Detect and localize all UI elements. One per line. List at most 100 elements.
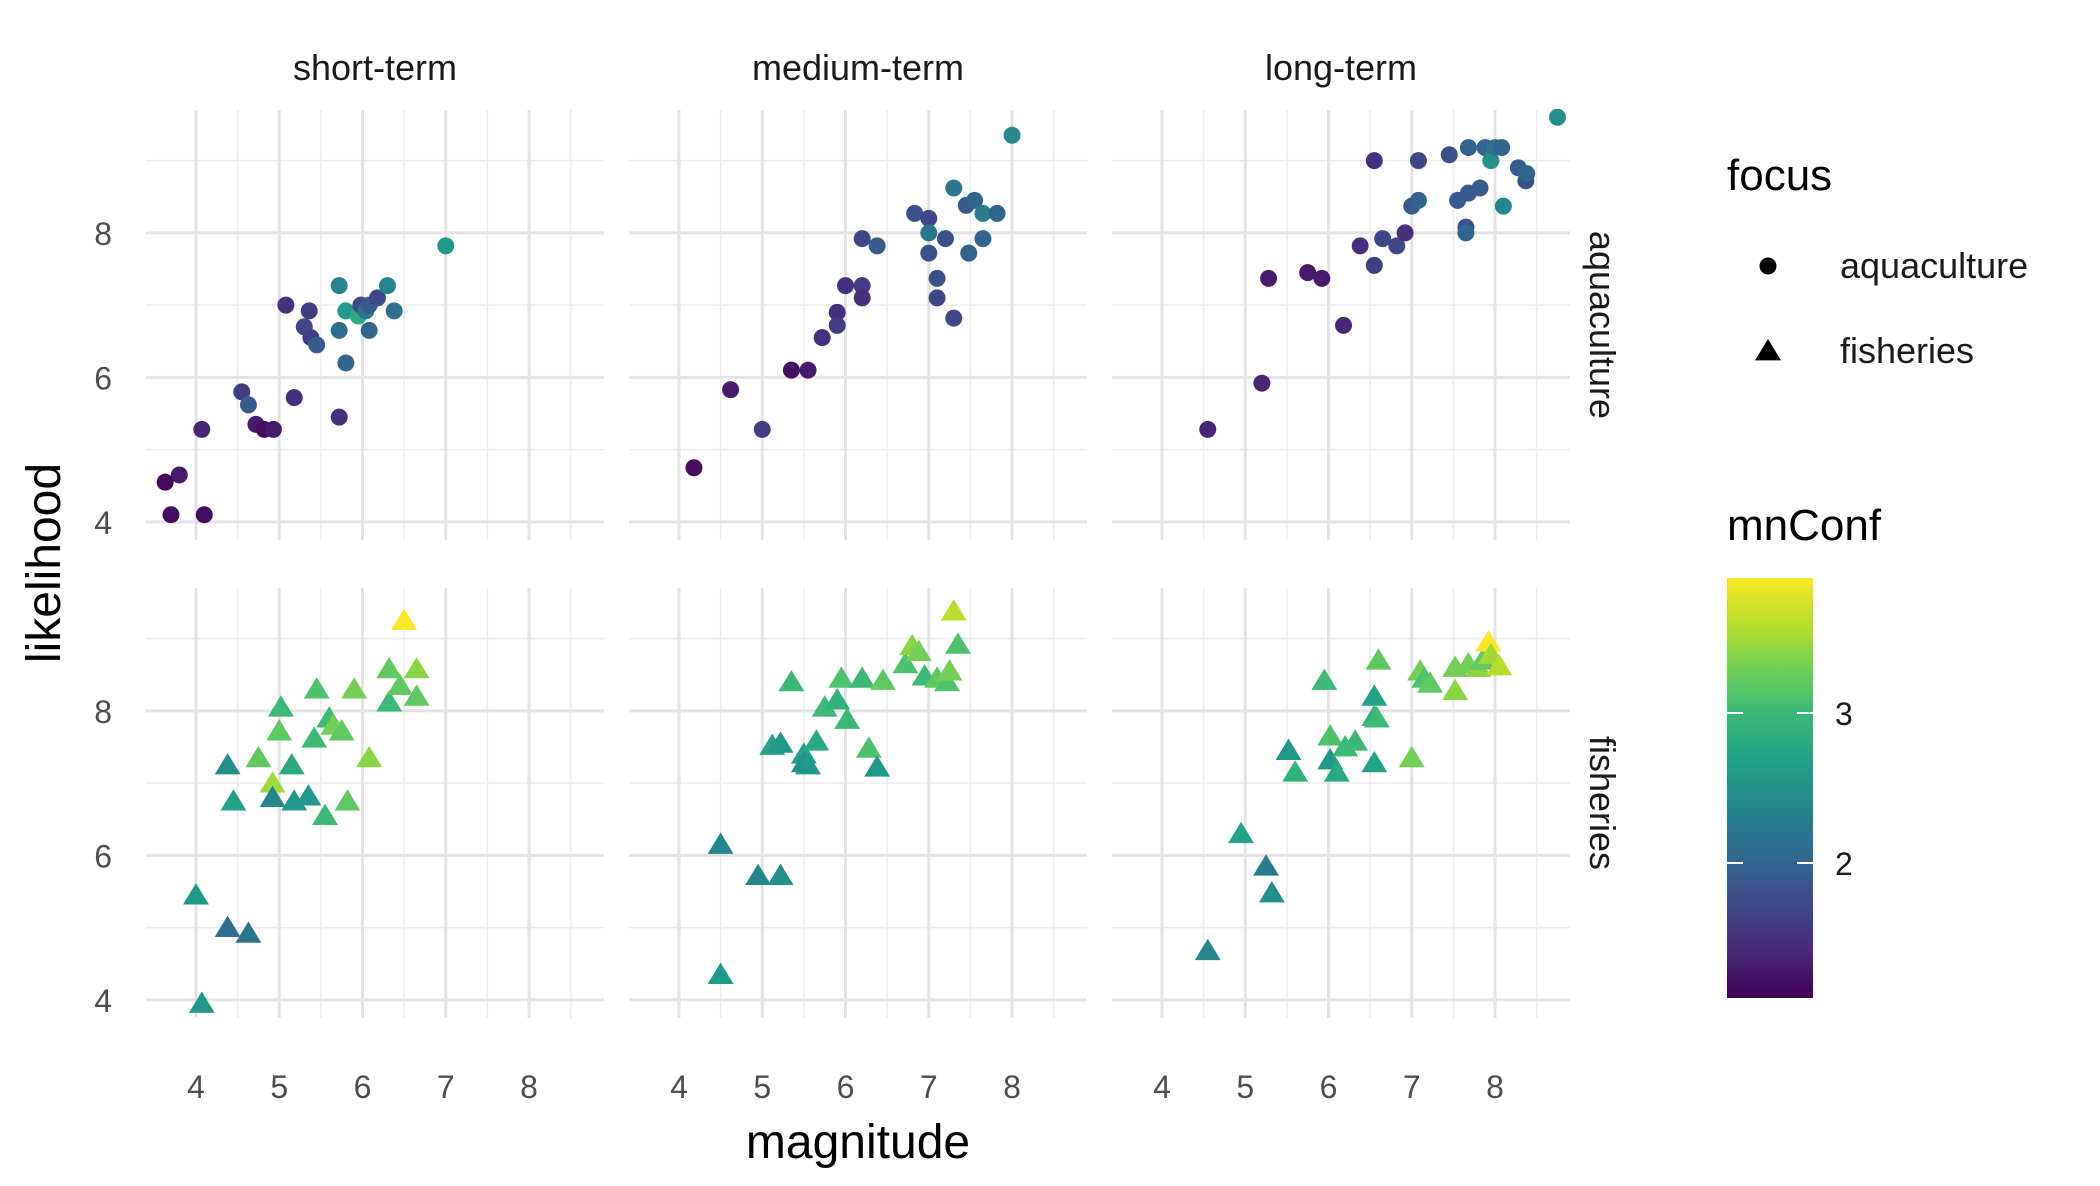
data-point-circle (1459, 139, 1477, 157)
data-point-triangle (278, 753, 305, 775)
data-point-circle (360, 321, 378, 339)
x-axis-title: magnitude (746, 1116, 970, 1169)
data-point-triangle (707, 962, 734, 984)
data-point-triangle (811, 695, 838, 717)
y-tick-label: 4 (94, 983, 112, 1019)
data-point-triangle (940, 599, 967, 621)
facet-label-fisheries: fisheries (1582, 736, 1623, 870)
data-point-triangle (214, 753, 241, 775)
data-point-triangle (855, 736, 882, 758)
data-point-triangle (849, 666, 876, 688)
data-point-triangle (1258, 880, 1285, 903)
x-tick-label: 8 (1486, 1069, 1504, 1105)
data-point-circle (988, 204, 1006, 222)
legend-label-fisheries: fisheries (1840, 330, 1974, 371)
data-point-triangle (245, 745, 272, 768)
data-point-triangle (1311, 668, 1338, 690)
x-tick-label: 8 (1003, 1069, 1021, 1105)
data-point-circle (385, 302, 403, 320)
data-point-circle (1199, 420, 1217, 438)
data-point-circle (868, 237, 886, 255)
data-point-circle (1351, 237, 1369, 255)
data-point-triangle (183, 883, 209, 905)
data-point-circle (162, 506, 180, 524)
data-point-triangle (870, 668, 896, 690)
data-point-circle (195, 506, 213, 524)
data-point-triangle (905, 639, 932, 661)
legend-key-circle (1759, 257, 1777, 275)
data-point-triangle (1194, 938, 1221, 961)
data-point-triangle (1275, 738, 1302, 760)
data-point-triangle (824, 688, 851, 710)
data-point-triangle (1361, 684, 1388, 706)
x-tick-label: 6 (1320, 1069, 1338, 1105)
data-point-triangle (834, 707, 861, 729)
data-point-circle (368, 289, 386, 307)
data-point-triangle (376, 690, 403, 712)
y-tick-label: 4 (94, 505, 112, 541)
data-point-triangle (803, 729, 830, 751)
x-tick-label: 7 (1403, 1069, 1421, 1105)
data-point-triangle (376, 656, 403, 679)
data-point-circle (974, 204, 992, 222)
data-point-triangle (356, 745, 383, 768)
legend-key-triangle (1755, 339, 1781, 361)
data-point-circle (928, 269, 946, 287)
panel-short-term-fisheries (146, 588, 604, 1018)
data-point-triangle (1361, 750, 1388, 773)
data-point-triangle (403, 684, 430, 706)
data-point-triangle (403, 656, 430, 679)
data-point-triangle (767, 863, 794, 885)
data-point-triangle (864, 755, 891, 777)
data-point-circle (233, 383, 251, 401)
data-point-circle (920, 209, 938, 227)
panel-long-term-fisheries (1112, 588, 1570, 1018)
data-point-circle (264, 420, 282, 438)
x-tick-label: 4 (187, 1069, 205, 1105)
legend-title-mnconf: mnConf (1727, 501, 1882, 550)
colorbar-tick-label: 3 (1835, 696, 1853, 732)
data-point-triangle (1475, 630, 1502, 652)
data-point-circle (1365, 256, 1383, 274)
y-tick-label: 6 (94, 360, 112, 396)
data-point-circle (1409, 152, 1427, 170)
legend-label-aquaculture: aquaculture (1840, 245, 2028, 286)
data-point-circle (1253, 374, 1271, 392)
data-point-triangle (341, 677, 368, 699)
y-tick-label: 6 (94, 838, 112, 874)
data-point-triangle (1342, 729, 1369, 751)
data-point-circle (330, 277, 348, 295)
data-point-circle (285, 389, 303, 407)
data-point-triangle (828, 666, 855, 688)
panel-long-term-aquaculture (1112, 108, 1570, 540)
data-point-triangle (944, 632, 971, 654)
data-point-triangle (214, 915, 241, 938)
data-point-triangle (391, 608, 418, 630)
data-point-triangle (334, 789, 361, 811)
data-point-triangle (778, 669, 805, 692)
facet-label-aquaculture: aquaculture (1582, 231, 1623, 419)
data-point-circle (1494, 197, 1512, 215)
data-point-circle (337, 354, 355, 372)
data-point-circle (813, 329, 831, 347)
data-point-circle (378, 277, 396, 295)
data-point-circle (308, 336, 326, 354)
x-tick-label: 7 (437, 1069, 455, 1105)
data-point-triangle (259, 771, 286, 793)
data-point-triangle (745, 863, 772, 885)
data-point-triangle (387, 673, 413, 695)
data-point-circle (1471, 179, 1489, 197)
data-point-circle (1388, 237, 1406, 255)
data-point-triangle (934, 669, 961, 692)
data-point-circle (1003, 126, 1021, 144)
data-point-circle (920, 244, 938, 262)
data-point-triangle (303, 677, 330, 699)
data-point-circle (945, 179, 963, 197)
data-point-circle (828, 316, 846, 334)
data-point-triangle (707, 832, 734, 854)
data-point-triangle (295, 784, 322, 806)
data-point-triangle (936, 659, 963, 681)
data-point-circle (685, 459, 703, 477)
